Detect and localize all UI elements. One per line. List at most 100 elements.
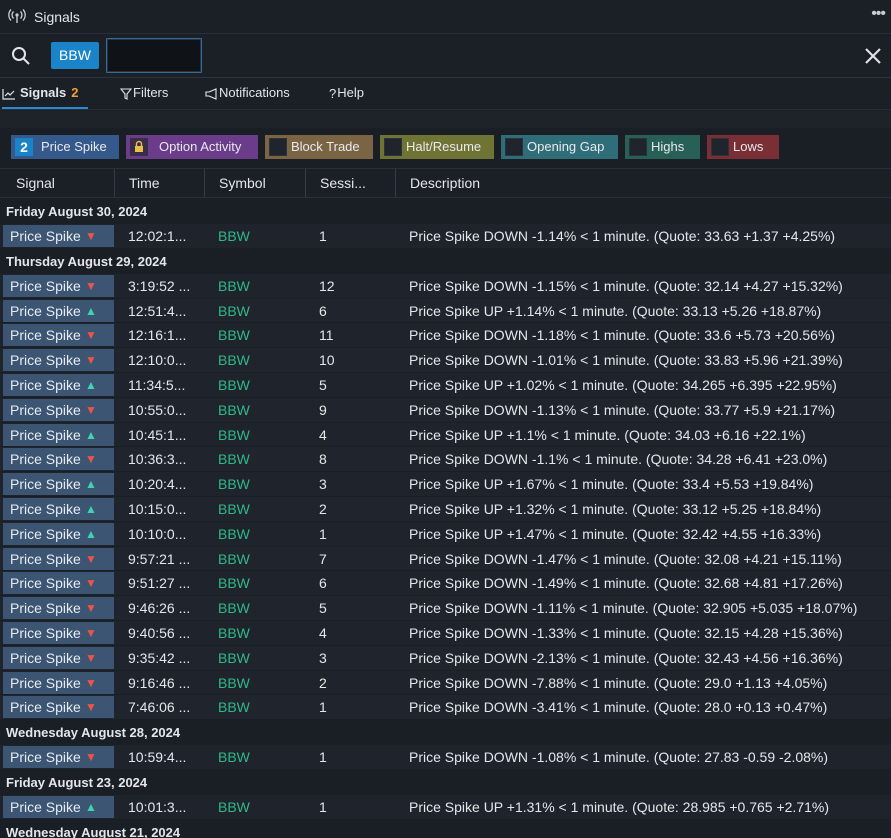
description-cell: Price Spike DOWN -1.14% < 1 minute. (Quo… (409, 228, 836, 244)
signal-cell[interactable]: Price Spike ▼ (3, 572, 114, 595)
table-row[interactable]: Price Spike ▼ 9:40:56 ... BBW 4 Price Spike D… (0, 620, 891, 646)
table-row[interactable]: Price Spike ▲ 10:15:0... BBW 2 Price Spike UP… (0, 496, 891, 522)
symbol-cell[interactable]: BBW (218, 302, 250, 319)
signal-cell[interactable]: Price Spike ▼ (3, 671, 114, 694)
signal-cell[interactable]: Price Spike ▲ (3, 522, 114, 545)
chip-lows[interactable]: Lows (707, 135, 779, 159)
signal-cell[interactable]: Price Spike ▼ (3, 225, 114, 247)
signal-cell[interactable]: Price Spike ▼ (3, 696, 114, 719)
table-row[interactable]: Price Spike ▼ 3:19:52 ... BBW 12 Price Spike … (0, 273, 891, 299)
signal-label: Price Spike (10, 624, 81, 641)
tab-filters[interactable]: Filters (120, 79, 168, 109)
symbol-cell[interactable]: BBW (218, 401, 250, 418)
symbol-cell[interactable]: BBW (218, 550, 250, 567)
checkbox-icon (384, 138, 402, 156)
signal-cell[interactable]: Price Spike ▲ (3, 473, 114, 496)
column-header-description[interactable]: Description (395, 169, 891, 197)
chip-block-trade[interactable]: Block Trade (265, 135, 373, 159)
symbol-cell[interactable]: BBW (218, 649, 250, 666)
table-row[interactable]: Price Spike ▼ 10:36:3... BBW 8 Price Spike DO… (0, 447, 891, 473)
time-cell: 12:02:1... (128, 228, 187, 244)
symbol-cell[interactable]: BBW (218, 699, 250, 716)
symbol-cell[interactable]: BBW (218, 500, 250, 517)
symbol-chip[interactable]: BBW (51, 42, 99, 69)
signal-label: Price Spike (10, 749, 81, 766)
table-row[interactable]: Price Spike ▲ 11:34:5... BBW 5 Price Spike UP… (0, 372, 891, 398)
search-input[interactable] (107, 39, 201, 72)
table-row[interactable]: Price Spike ▲ 10:01:3... BBW 1 Price Spike UP… (0, 794, 891, 820)
symbol-cell[interactable]: BBW (218, 624, 250, 641)
symbol-cell[interactable]: BBW (218, 327, 250, 344)
chip-price-spike[interactable]: 2 Price Spike (11, 135, 119, 159)
table-row[interactable]: Price Spike ▲ 10:45:1... BBW 4 Price Spike UP… (0, 422, 891, 448)
symbol-cell[interactable]: BBW (218, 476, 250, 493)
checkbox-icon (711, 138, 729, 156)
symbol-cell[interactable]: BBW (218, 575, 250, 592)
table-row[interactable]: Price Spike ▼ 9:16:46 ... BBW 2 Price Spike D… (0, 670, 891, 696)
signal-cell[interactable]: Price Spike ▲ (3, 423, 114, 446)
chip-opening-gap[interactable]: Opening Gap (501, 135, 618, 159)
arrow-up-icon: ▲ (85, 303, 97, 318)
symbol-cell[interactable]: BBW (218, 600, 250, 617)
symbol-cell[interactable]: BBW (218, 277, 250, 294)
column-header-symbol[interactable]: Symbol (204, 169, 306, 197)
signal-cell[interactable]: Price Spike ▼ (3, 746, 114, 769)
symbol-cell[interactable]: BBW (218, 352, 250, 369)
table-row[interactable]: Price Spike ▼ 9:46:26 ... BBW 5 Price Spike D… (0, 596, 891, 621)
column-header-session[interactable]: Sessi... (305, 169, 396, 197)
chip-highs[interactable]: Highs (625, 135, 700, 159)
table-row[interactable]: Price Spike ▲ 10:20:4... BBW 3 Price Spike UP… (0, 472, 891, 497)
symbol-cell[interactable]: BBW (218, 426, 250, 443)
symbol-cell[interactable]: BBW (218, 749, 250, 766)
signal-cell[interactable]: Price Spike ▼ (3, 547, 114, 570)
tab-notifications-label: Notifications (219, 85, 290, 100)
signal-cell[interactable]: Price Spike ▲ (3, 299, 114, 322)
table-row[interactable]: Price Spike ▼ 10:55:0... BBW 9 Price Spike DO… (0, 397, 891, 423)
session-cell: 1 (319, 525, 327, 542)
table-row[interactable]: Price Spike ▼ 10:59:4... BBW 1 Price Spike DO… (0, 745, 891, 770)
close-icon[interactable] (863, 46, 883, 66)
description-cell: Price Spike DOWN -1.15% < 1 minute. (Quo… (409, 277, 843, 294)
table-row[interactable]: Price Spike ▼ 12:10:0... BBW 10 Price Spike D… (0, 348, 891, 373)
signal-cell[interactable]: Price Spike ▲ (3, 497, 114, 520)
table-row[interactable]: Price Spike ▲ 10:10:0... BBW 1 Price Spike UP… (0, 521, 891, 547)
signal-cell[interactable]: Price Spike ▼ (3, 448, 114, 471)
chip-option-activity[interactable]: Option Activity (126, 135, 258, 159)
time-cell: 9:57:21 ... (128, 550, 191, 567)
table-row[interactable]: Price Spike ▼ 12:16:1... BBW 11 Price Spike D… (0, 323, 891, 349)
column-header-time[interactable]: Time (114, 169, 205, 197)
signal-cell[interactable]: Price Spike ▼ (3, 621, 114, 644)
session-cell: 10 (319, 352, 335, 369)
symbol-cell[interactable]: BBW (218, 674, 250, 691)
table-row[interactable]: Price Spike ▲ 12:51:4... BBW 6 Price Spike UP… (0, 298, 891, 324)
column-header-signal[interactable]: Signal (16, 175, 55, 191)
signal-cell[interactable]: Price Spike ▼ (3, 646, 114, 669)
signal-cell[interactable]: Price Spike ▲ (3, 795, 114, 818)
ellipsis-icon[interactable]: ••• (871, 5, 886, 22)
chart-line-icon (2, 88, 15, 100)
time-cell: 9:35:42 ... (128, 649, 191, 666)
search-icon[interactable] (11, 46, 31, 66)
symbol-cell[interactable]: BBW (218, 451, 250, 468)
table-row[interactable]: Price Spike ▼ 9:57:21 ... BBW 7 Price Spike D… (0, 546, 891, 572)
table-row[interactable]: Price Spike ▼ 9:35:42 ... BBW 3 Price Spike D… (0, 645, 891, 671)
tab-notifications[interactable]: Notifications (205, 79, 290, 109)
signal-cell[interactable]: Price Spike ▼ (3, 324, 114, 347)
table-row[interactable]: Price Spike ▼ 12:02:1... BBW 1 Price Spike DO… (0, 224, 891, 249)
table-row[interactable]: Price Spike ▼ 9:51:27 ... BBW 6 Price Spike D… (0, 571, 891, 597)
chip-label: Price Spike (41, 139, 107, 154)
table-row[interactable]: Price Spike ▼ 7:46:06 ... BBW 1 Price Spike D… (0, 695, 891, 721)
arrow-up-icon: ▲ (85, 799, 97, 814)
signal-cell[interactable]: Price Spike ▼ (3, 597, 114, 620)
symbol-cell[interactable]: BBW (218, 525, 250, 542)
signal-cell[interactable]: Price Spike ▼ (3, 349, 114, 372)
signal-cell[interactable]: Price Spike ▼ (3, 398, 114, 421)
symbol-cell[interactable]: BBW (218, 798, 250, 815)
tab-signals[interactable]: Signals 2 (2, 79, 88, 109)
signal-cell[interactable]: Price Spike ▲ (3, 373, 114, 396)
chip-halt-resume[interactable]: Halt/Resume (380, 135, 494, 159)
symbol-cell[interactable]: BBW (218, 376, 250, 393)
signal-cell[interactable]: Price Spike ▼ (3, 274, 114, 297)
tab-help[interactable]: ?Help (329, 79, 364, 109)
symbol-cell[interactable]: BBW (218, 228, 250, 244)
